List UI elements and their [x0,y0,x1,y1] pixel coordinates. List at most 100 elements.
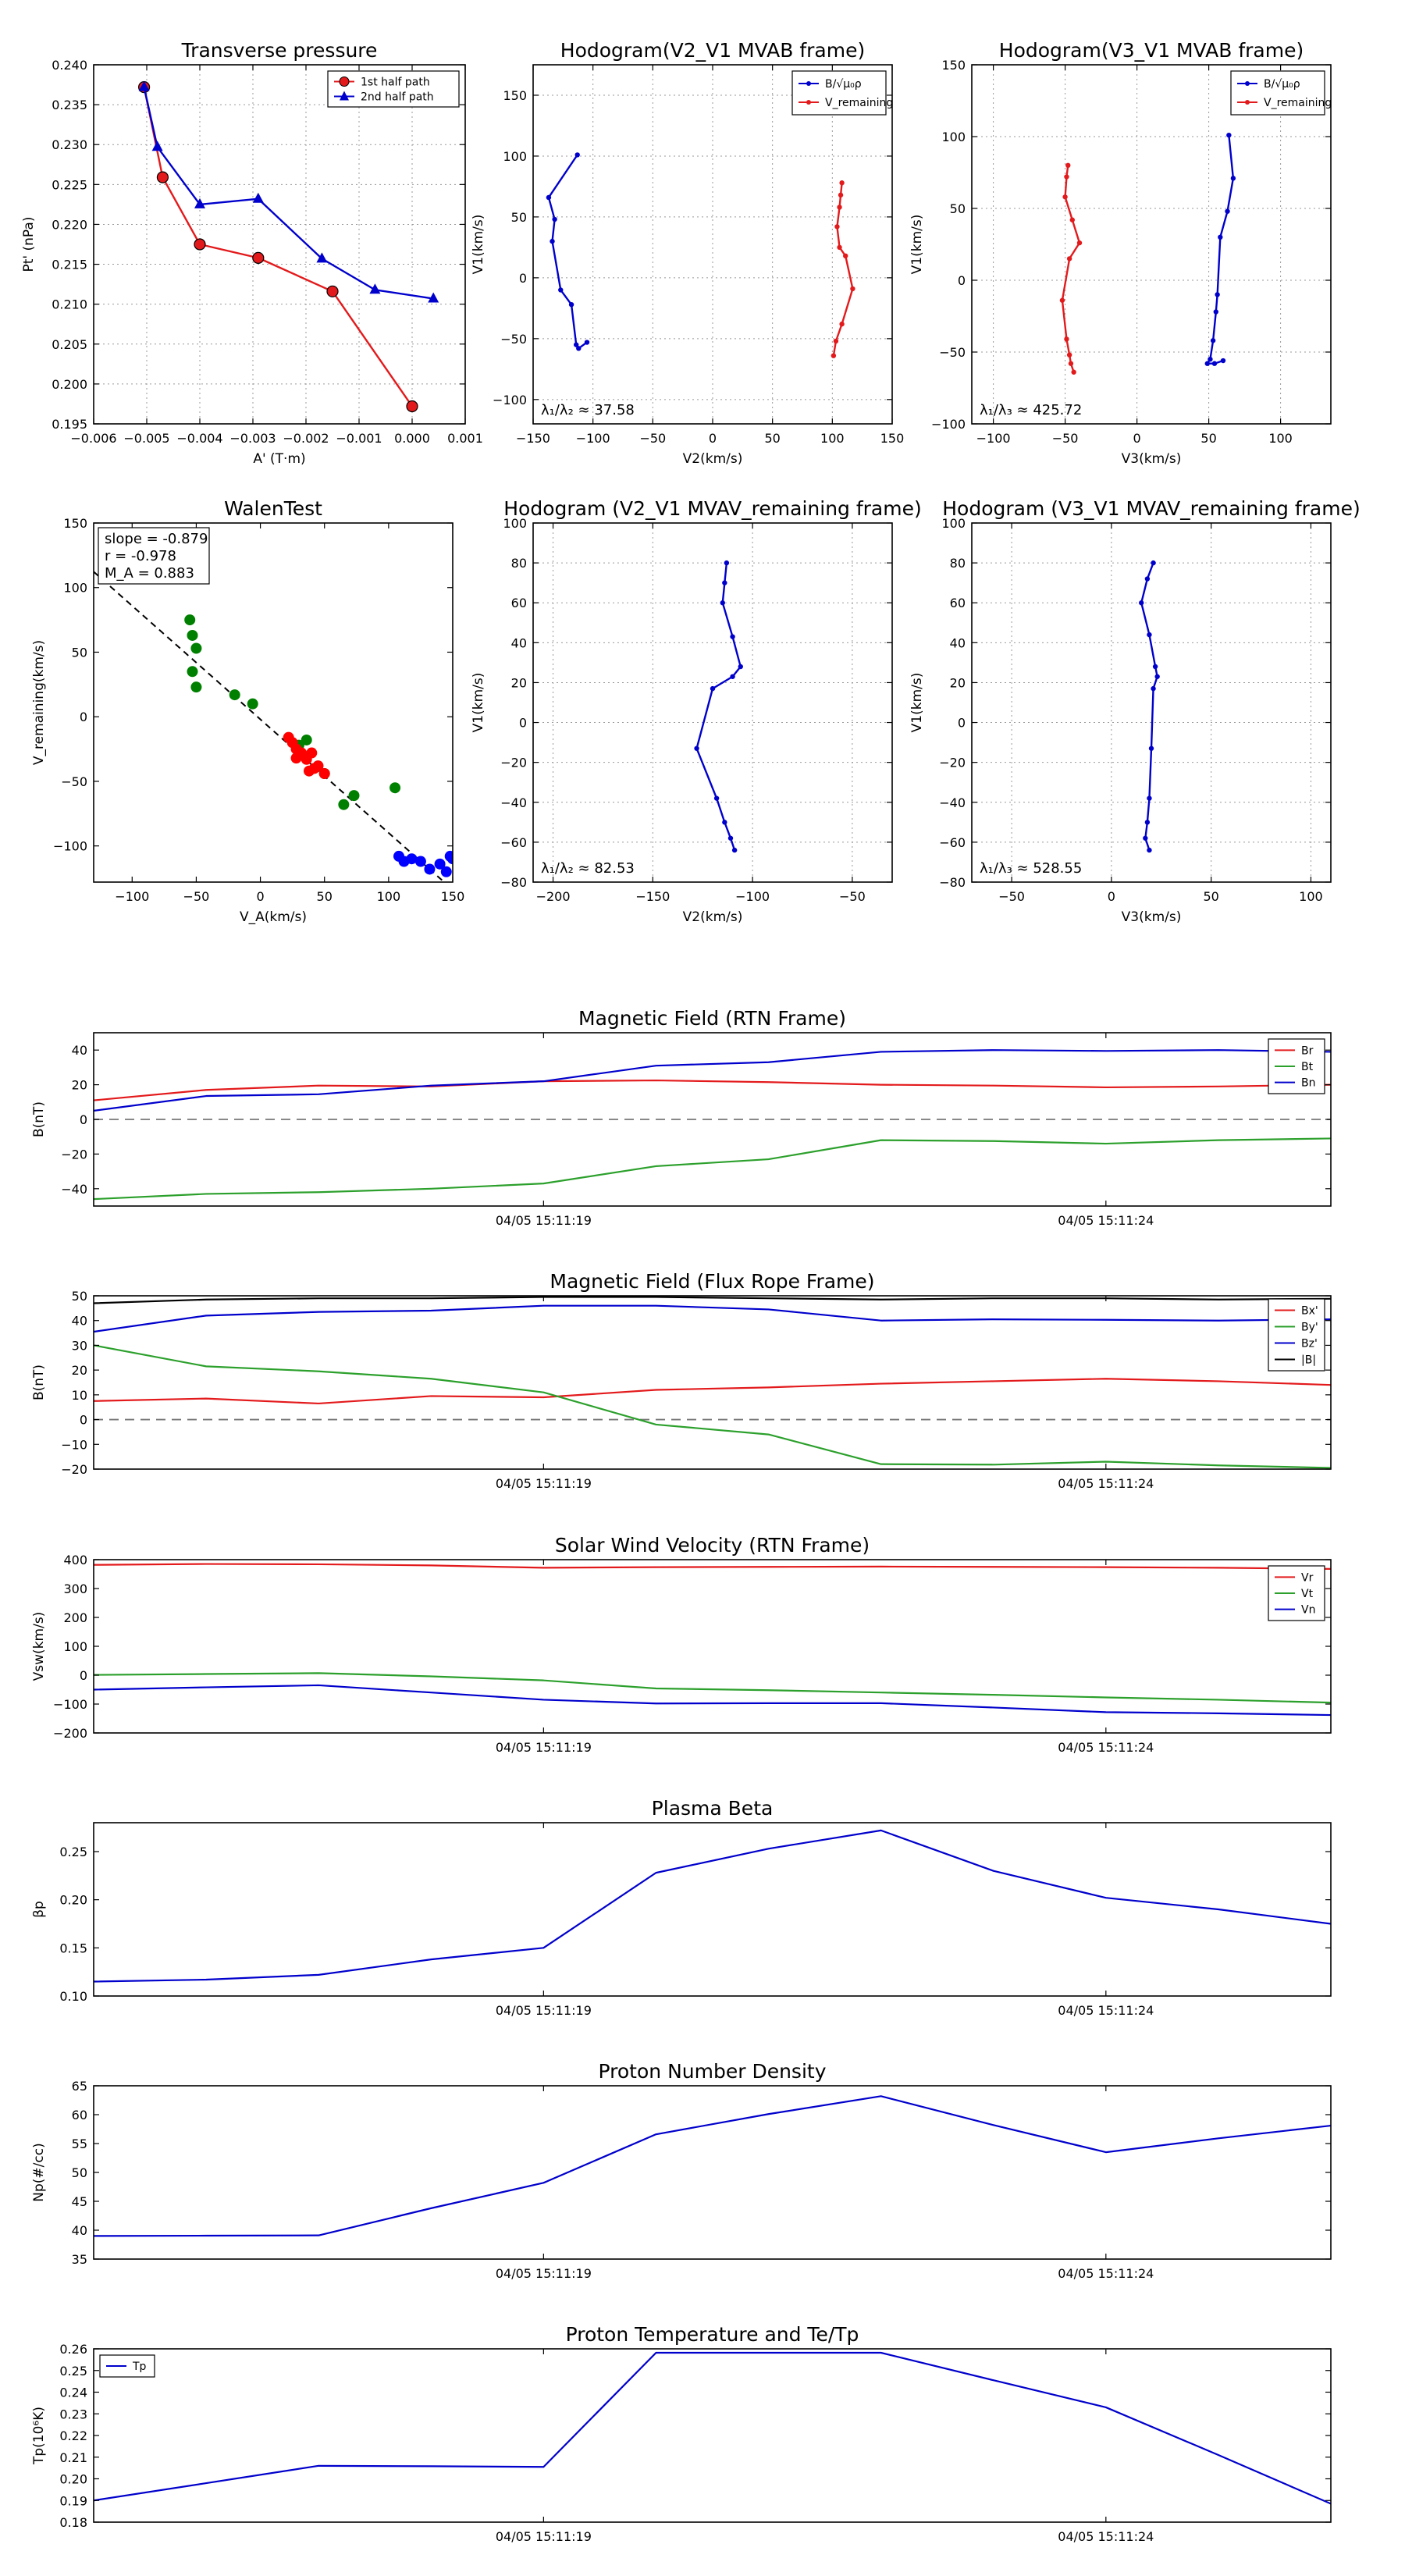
y-tick-label: 100 [941,130,966,144]
y-tick-label: −20 [61,1462,87,1477]
x-tick-label: −150 [635,889,670,904]
y-tick-label: 0.205 [52,337,87,352]
data-point [713,795,720,801]
chart-title: Solar Wind Velocity (RTN Frame) [555,1534,870,1557]
series-vt [94,1672,1331,1704]
data-point [187,666,198,678]
data-point [1226,132,1232,138]
legend-label: B/√μ₀ρ [1264,78,1300,91]
data-point [731,847,738,853]
data-point [1218,234,1223,240]
data-point [229,689,240,701]
data-point [1208,357,1213,362]
x-tick-label: 0 [256,889,264,904]
x-tick-label: −0.001 [336,431,382,446]
plot-frame [93,2085,1332,2260]
series-bz- [94,1304,1331,1333]
plot-frame [93,1822,1332,1997]
y-tick-label: 0.215 [52,258,87,272]
data-point [1211,361,1218,366]
data-point [1064,336,1069,342]
data-point [1151,685,1156,692]
y-tick-label: 40 [72,2223,87,2238]
legend-label: Bz' [1301,1338,1318,1350]
data-point [730,674,735,679]
legend-label: 2nd half path [361,91,434,104]
data-point [338,799,350,810]
data-point [1152,664,1158,670]
y-tick-label: −80 [939,875,966,890]
series-line [94,2351,1331,2505]
plot-frame [971,522,1332,883]
chart-title: Hodogram(V3_V1 MVAB frame) [999,39,1304,62]
data-point [1064,174,1069,180]
chart-title: WalenTest [224,497,322,520]
x-tick-label: 04/05 15:11:19 [496,2529,592,2544]
legend-label: By' [1301,1322,1318,1334]
chart-title: Proton Temperature and Te/Tp [566,2323,859,2346]
y-tick-label: 80 [950,556,966,571]
data-point [312,760,324,772]
y-tick-label: 20 [950,675,966,690]
x-tick-label: 0 [1108,889,1115,904]
plot-frame [93,1295,1332,1470]
series-line [547,154,588,350]
x-tick-label: 0.001 [447,431,483,446]
y-axis-label: Vsw(km/s) [31,1612,47,1681]
data-point [1204,361,1210,366]
y-tick-label: 0.200 [52,377,87,392]
legend-marker [340,91,349,101]
y-tick-label: −80 [500,875,527,890]
data-point [710,685,716,692]
y-tick-label: −100 [53,1697,87,1712]
series-line [94,1378,1331,1405]
y-axis-label: V1(km/s) [471,673,486,733]
y-axis-label: V_remaining(km/s) [31,640,47,765]
walen-stat-1: r = -0.978 [105,548,176,564]
chart-walen-test: −100 −50 0 50 100 150 −100 −50 0 50 100 150 WalenTes… [31,497,464,925]
y-tick-label: 80 [511,556,527,571]
plot-frame [93,1559,1332,1734]
y-tick-label: −100 [931,417,966,432]
data-point [1071,369,1076,375]
x-tick-label: −0.003 [229,431,276,446]
data-point [1059,297,1065,303]
data-point [568,301,574,308]
y-tick-label: 0.18 [59,2515,87,2530]
series-line [695,562,742,851]
series-line [94,1672,1331,1704]
series-line [94,1829,1331,1983]
data-point [558,287,564,293]
y-tick-label: −60 [500,835,527,850]
data-point [1215,292,1220,297]
y-tick-label: 10 [72,1388,87,1403]
y-tick-label: 65 [72,2079,87,2094]
data-point [406,853,418,865]
y-tick-label: 0 [80,710,87,724]
legend-label: V_remaining [825,97,893,109]
data-point [190,642,202,654]
data-point [290,743,302,755]
chart-hodogram-v3-mvab: −100 −50 0 50 100 −100 −50 0 50 100 150 Hodogram(V3… [909,39,1332,467]
y-tick-label: −100 [53,839,87,854]
data-point [326,285,339,297]
y-tick-label: 150 [63,516,87,531]
data-point [194,238,206,251]
data-point [1066,352,1072,358]
walen-stat-2: M_A = 0.883 [105,565,194,582]
data-point [190,681,202,693]
x-tick-label: 04/05 15:11:19 [496,1740,592,1755]
series-line [94,1049,1331,1112]
x-axis-label: V2(km/s) [683,451,743,467]
series-br [94,1079,1331,1101]
x-tick-label: −50 [998,889,1025,904]
y-tick-label: 50 [950,201,966,216]
series-line [94,1079,1331,1101]
chart-solar-wind-velocity: 04/05 15:11:19 04/05 15:11:24 −200 −100 0 100… [31,1534,1332,1755]
y-tick-label: −40 [500,795,527,810]
y-axis-label: Pt' (nPa) [21,217,37,272]
legend-label: |B| [1301,1354,1316,1367]
x-tick-label: 04/05 15:11:19 [496,1476,592,1491]
chart-title: Magnetic Field (RTN Frame) [578,1007,846,1030]
x-tick-label: 04/05 15:11:24 [1058,1476,1154,1491]
